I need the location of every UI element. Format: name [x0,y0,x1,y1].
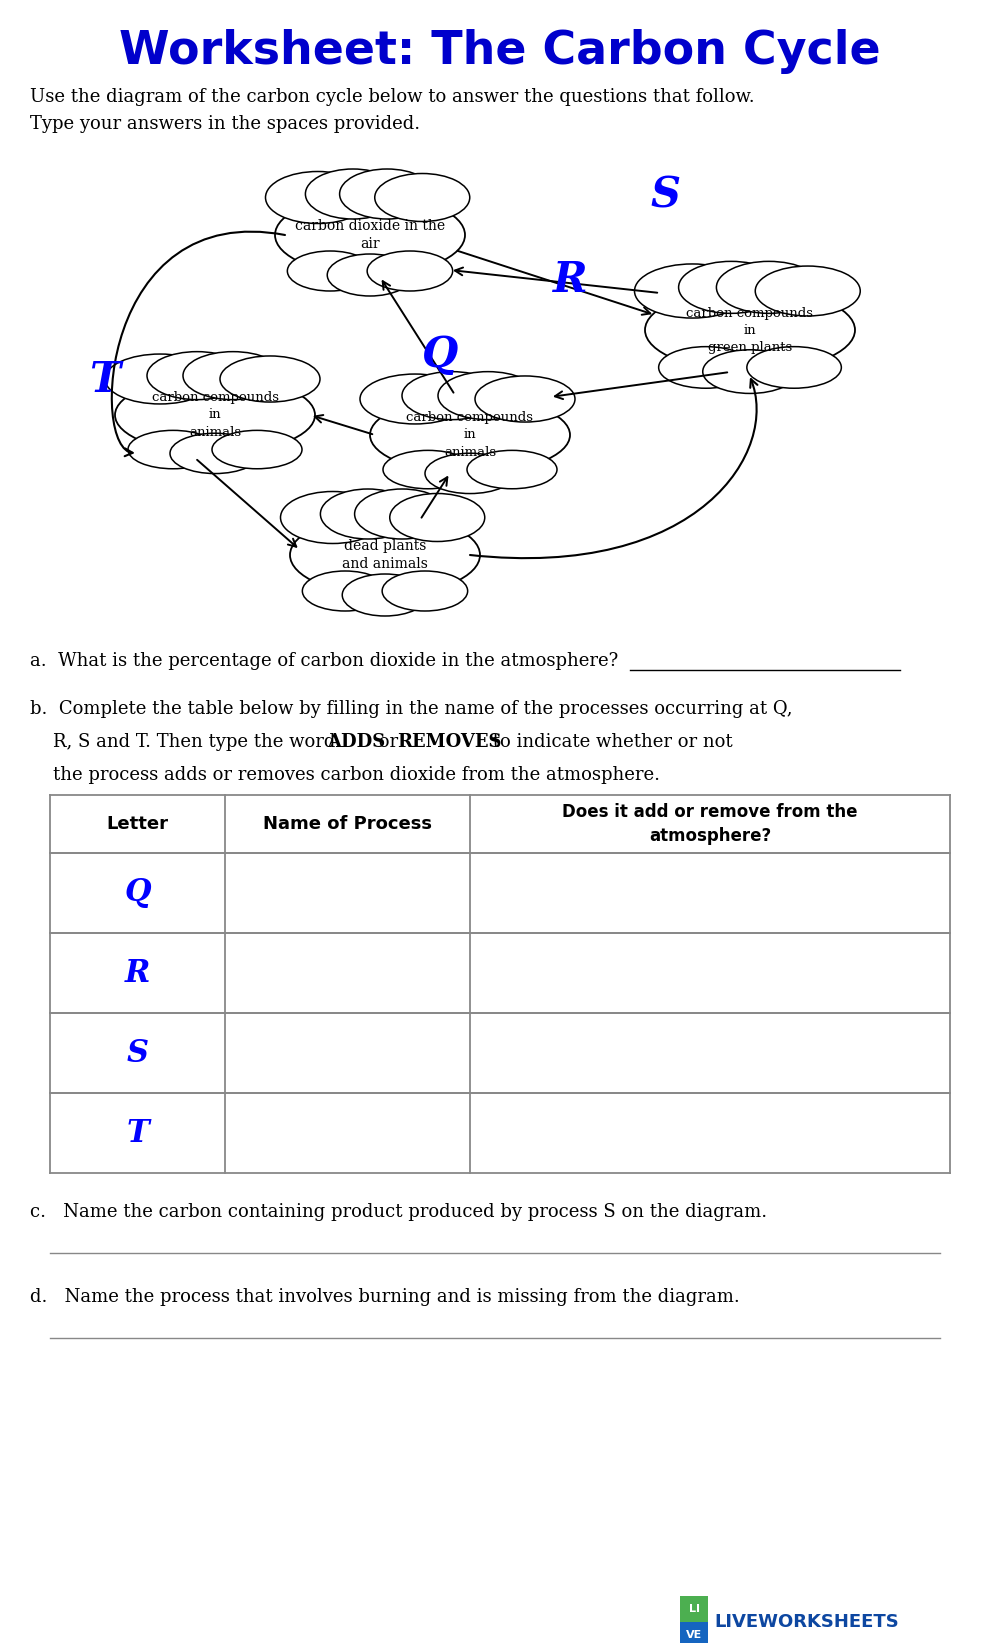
Ellipse shape [342,573,428,616]
Text: S: S [650,174,680,215]
Text: to indicate whether or not: to indicate whether or not [487,733,733,751]
Ellipse shape [679,261,784,314]
Ellipse shape [290,514,480,595]
Ellipse shape [755,266,860,315]
Ellipse shape [659,347,753,388]
Ellipse shape [320,490,415,539]
Text: d.   Name the process that involves burning and is missing from the diagram.: d. Name the process that involves burnin… [30,1288,740,1306]
Text: R: R [125,958,150,989]
Ellipse shape [425,453,515,493]
Ellipse shape [645,289,855,371]
Ellipse shape [147,352,247,399]
Ellipse shape [266,171,370,223]
Bar [680,1595,708,1622]
Text: S: S [126,1037,148,1068]
Ellipse shape [105,353,215,404]
Bar [680,1622,708,1643]
FancyArrowPatch shape [112,232,285,457]
Ellipse shape [438,371,538,419]
Text: the process adds or removes carbon dioxide from the atmosphere.: the process adds or removes carbon dioxi… [30,766,660,784]
Ellipse shape [275,196,465,274]
Text: R: R [553,260,587,301]
Ellipse shape [340,169,435,219]
Text: carbon compounds
in
animals: carbon compounds in animals [406,411,534,458]
Text: c.   Name the carbon containing product produced by process S on the diagram.: c. Name the carbon containing product pr… [30,1203,767,1221]
Ellipse shape [703,350,797,393]
Ellipse shape [367,251,453,291]
Text: R, S and T. Then type the word: R, S and T. Then type the word [30,733,341,751]
Text: Letter: Letter [106,815,168,833]
Text: dead plants
and animals: dead plants and animals [342,539,428,572]
Text: Q: Q [422,334,458,376]
Text: ADDS: ADDS [327,733,385,751]
Ellipse shape [360,375,470,424]
Ellipse shape [382,572,468,611]
Text: VE: VE [686,1630,702,1640]
Ellipse shape [716,261,821,314]
Text: or: or [373,733,404,751]
Text: Use the diagram of the carbon cycle below to answer the questions that follow.: Use the diagram of the carbon cycle belo… [30,89,755,107]
Text: Does it add or remove from the
atmosphere?: Does it add or remove from the atmospher… [562,803,858,845]
Ellipse shape [183,352,283,399]
Ellipse shape [115,376,315,453]
Text: b.  Complete the table below by filling in the name of the processes occurring a: b. Complete the table below by filling i… [30,700,792,718]
Text: Q: Q [124,877,151,909]
Text: T: T [126,1117,149,1148]
Text: a.  What is the percentage of carbon dioxide in the atmosphere?: a. What is the percentage of carbon diox… [30,652,618,670]
FancyArrowPatch shape [470,380,757,559]
Ellipse shape [170,434,260,473]
Ellipse shape [220,357,320,403]
Ellipse shape [383,450,473,488]
Text: LI: LI [688,1604,700,1613]
Ellipse shape [475,376,575,422]
Ellipse shape [375,174,470,222]
Ellipse shape [355,490,450,539]
Ellipse shape [390,493,485,542]
Ellipse shape [302,572,388,611]
Ellipse shape [402,371,502,419]
Text: Type your answers in the spaces provided.: Type your answers in the spaces provided… [30,115,420,133]
Ellipse shape [128,430,218,468]
Ellipse shape [370,396,570,473]
Text: Worksheet: The Carbon Cycle: Worksheet: The Carbon Cycle [119,30,881,74]
Ellipse shape [287,251,373,291]
Text: Name of Process: Name of Process [263,815,432,833]
Ellipse shape [635,265,750,319]
Ellipse shape [212,430,302,468]
Text: carbon dioxide in the
air: carbon dioxide in the air [295,219,445,251]
Text: REMOVES: REMOVES [397,733,502,751]
Ellipse shape [280,491,385,544]
Ellipse shape [467,450,557,488]
Text: T: T [90,360,120,401]
Ellipse shape [747,347,841,388]
Text: carbon compounds
in
animals: carbon compounds in animals [152,391,278,439]
Ellipse shape [305,169,400,219]
Text: carbon compounds
in
green plants: carbon compounds in green plants [686,307,814,353]
Ellipse shape [327,255,413,296]
Text: LIVEWORKSHEETS: LIVEWORKSHEETS [714,1613,899,1631]
